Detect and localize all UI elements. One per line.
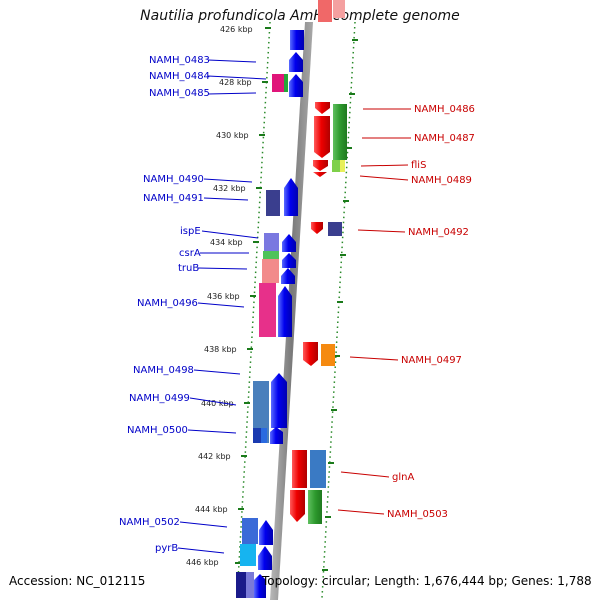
gene-label-csrA: csrA	[179, 248, 201, 259]
gene-arrow	[282, 253, 296, 268]
gene-block	[266, 190, 280, 216]
gene-block	[332, 160, 340, 172]
gene-label-namh-0499: NAMH_0499	[129, 393, 190, 404]
gene-block	[263, 251, 279, 259]
gene-label-pyrB: pyrB	[155, 543, 178, 554]
gene-block	[333, 104, 347, 160]
gene-label-glnA: glnA	[392, 472, 414, 483]
gene-arrow	[292, 450, 307, 488]
gene-label-namh-0500: NAMH_0500	[127, 425, 188, 436]
gene-arrow	[289, 52, 303, 72]
gene-block	[333, 0, 345, 18]
gene-block	[308, 490, 322, 524]
gene-arrow	[278, 286, 292, 337]
gene-label-namh-0492: NAMH_0492	[408, 227, 469, 238]
gene-label-namh-0496: NAMH_0496	[137, 298, 198, 309]
ruler-label-442: 442 kbp	[198, 452, 231, 461]
gene-block	[310, 450, 326, 488]
accession-text: Accession: NC_012115	[9, 574, 146, 588]
gene-block	[262, 259, 279, 283]
gene-arrow	[281, 268, 295, 284]
gene-label-namh-0503: NAMH_0503	[387, 509, 448, 520]
gene-label-namh-0487: NAMH_0487	[414, 133, 475, 144]
ruler-label-438: 438 kbp	[204, 345, 237, 354]
gene-block	[253, 381, 269, 443]
gene-block	[321, 344, 335, 366]
gene-block	[253, 428, 261, 443]
gene-arrow	[303, 342, 318, 366]
gene-block	[272, 74, 286, 92]
gene-label-namh-0502: NAMH_0502	[119, 517, 180, 528]
gene-block	[328, 222, 342, 236]
ruler-label-436: 436 kbp	[207, 292, 240, 301]
gene-block	[242, 518, 258, 544]
ruler-label-434: 434 kbp	[210, 238, 243, 247]
ruler-label-426: 426 kbp	[220, 25, 253, 34]
gene-arrow	[314, 116, 330, 158]
ruler-label-440: 440 kbp	[201, 399, 234, 408]
gene-arrow	[315, 102, 330, 114]
gene-block	[284, 74, 288, 92]
left-boundary-line	[236, 21, 271, 599]
gene-arrow	[290, 30, 304, 50]
gene-block	[318, 0, 332, 22]
gene-label-namh-0489: NAMH_0489	[411, 175, 472, 186]
gene-arrow	[290, 490, 305, 522]
ruler-label-428: 428 kbp	[219, 78, 252, 87]
gene-label-namh-0490: NAMH_0490	[143, 174, 204, 185]
ruler-labels: 426 kbp 428 kbp 430 kbp 432 kbp 434 kbp …	[186, 25, 253, 567]
gene-arrow	[270, 427, 283, 444]
gene-label-namh-0483: NAMH_0483	[149, 55, 210, 66]
reverse-strand-genes[interactable]	[290, 0, 347, 524]
left-gene-labels[interactable]: NAMH_0483 NAMH_0484 NAMH_0485 NAMH_0490 …	[119, 55, 267, 554]
gene-arrow	[271, 373, 287, 428]
ruler-ticks-left	[235, 27, 271, 564]
gene-label-namh-0486: NAMH_0486	[414, 104, 475, 115]
gene-arrow	[313, 172, 327, 177]
ruler-label-446: 446 kbp	[186, 558, 219, 567]
gene-label-truB: truB	[178, 263, 199, 274]
gene-arrow	[254, 574, 266, 598]
ruler-label-430: 430 kbp	[216, 131, 249, 140]
gene-label-ispE: ispE	[180, 226, 201, 237]
ruler-label-444: 444 kbp	[195, 505, 228, 514]
gene-arrow	[258, 546, 272, 570]
gene-label-namh-0498: NAMH_0498	[133, 365, 194, 376]
ruler-label-432: 432 kbp	[213, 184, 246, 193]
gene-arrow	[259, 520, 273, 545]
gene-block	[259, 283, 276, 337]
gene-arrow	[289, 74, 303, 97]
genome-summary-text: Topology: circular; Length: 1,676,444 bp…	[262, 574, 592, 588]
right-boundary-line	[321, 21, 356, 599]
gene-arrow	[282, 234, 296, 252]
gene-block	[240, 544, 256, 566]
ruler-ticks-right	[322, 39, 358, 571]
right-gene-labels[interactable]: NAMH_0486 NAMH_0487 fliS NAMH_0489 NAMH_…	[337, 104, 475, 520]
gene-label-fliS: fliS	[411, 160, 426, 171]
gene-block	[340, 160, 345, 172]
gene-label-namh-0497: NAMH_0497	[401, 355, 462, 366]
forward-strand-genes[interactable]	[236, 30, 304, 598]
gene-arrow	[313, 160, 328, 171]
gene-label-namh-0485: NAMH_0485	[149, 88, 210, 99]
gene-block	[264, 233, 279, 251]
map-title: Nautilia profundicola AmH, complete geno…	[140, 8, 460, 24]
gene-label-namh-0491: NAMH_0491	[143, 193, 204, 204]
gene-block	[246, 572, 254, 598]
gene-block	[261, 428, 267, 443]
gene-label-namh-0484: NAMH_0484	[149, 71, 210, 82]
gene-arrow	[311, 222, 323, 234]
gene-arrow	[284, 178, 298, 216]
gene-block	[236, 572, 246, 598]
